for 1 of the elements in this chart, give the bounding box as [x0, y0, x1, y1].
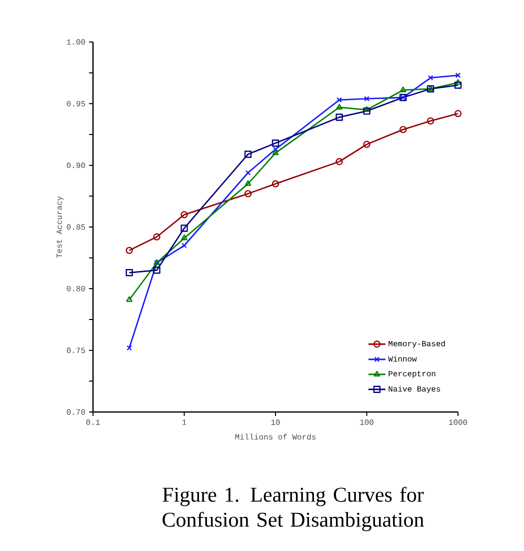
caption: Figure 1. Learning Curves for Confusion Set Disambiguation: [162, 486, 424, 532]
